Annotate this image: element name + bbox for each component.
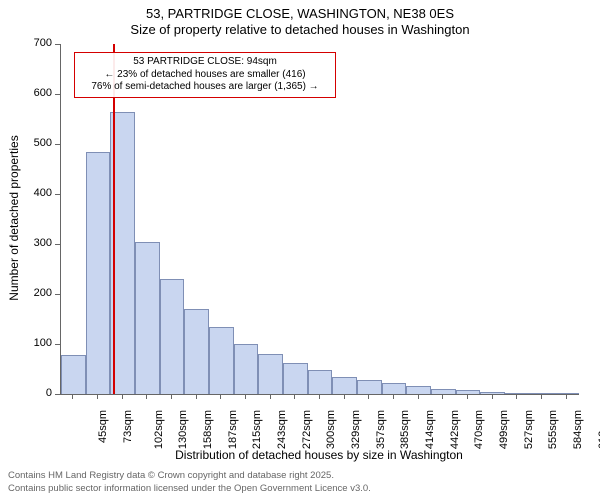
y-tick-label: 600 [22,87,52,99]
annotation-line-1: 53 PARTRIDGE CLOSE: 94sqm [81,56,329,69]
histogram-bar [357,380,382,394]
x-tick-mark [245,394,246,399]
x-tick-mark [294,394,295,399]
x-tick-mark [418,394,419,399]
x-tick-mark [442,394,443,399]
x-tick-label: 243sqm [276,410,288,449]
x-tick-label: 357sqm [375,410,387,449]
histogram-bar [86,152,111,395]
y-tick-mark [55,244,60,245]
y-tick-label: 300 [22,237,52,249]
x-tick-mark [270,394,271,399]
x-tick-label: 555sqm [547,410,559,449]
footer-line-2: Contains public sector information licen… [8,483,371,494]
chart-container: 53, PARTRIDGE CLOSE, WASHINGTON, NE38 0E… [0,0,600,500]
y-tick-label: 700 [22,37,52,49]
x-tick-mark [393,394,394,399]
histogram-bar [406,386,431,394]
y-tick-mark [55,394,60,395]
x-tick-label: 329sqm [350,410,362,449]
x-tick-label: 442sqm [449,410,461,449]
histogram-bar [61,355,86,394]
x-tick-label: 584sqm [572,410,584,449]
x-tick-label: 187sqm [227,410,239,449]
histogram-bar [209,327,234,395]
y-tick-label: 500 [22,137,52,149]
x-tick-label: 215sqm [251,410,263,449]
annotation-box: 53 PARTRIDGE CLOSE: 94sqm ← 23% of detac… [74,52,336,98]
y-tick-mark [55,294,60,295]
x-tick-label: 73sqm [122,410,134,443]
x-tick-label: 130sqm [177,410,189,449]
x-tick-mark [368,394,369,399]
x-tick-mark [97,394,98,399]
y-axis-label: Number of detached properties [7,118,21,318]
y-tick-mark [55,144,60,145]
histogram-bar [184,309,209,394]
x-tick-mark [467,394,468,399]
histogram-bar [160,279,185,394]
x-tick-mark [220,394,221,399]
histogram-bar [135,242,160,395]
footer-line-1: Contains HM Land Registry data © Crown c… [8,470,334,481]
histogram-bar [308,370,333,394]
x-tick-mark [541,394,542,399]
x-tick-mark [146,394,147,399]
histogram-bar [234,344,259,394]
chart-title-line1: 53, PARTRIDGE CLOSE, WASHINGTON, NE38 0E… [0,6,600,21]
x-tick-mark [566,394,567,399]
annotation-line-2: ← 23% of detached houses are smaller (41… [81,69,329,82]
histogram-bar [332,377,357,395]
x-tick-mark [122,394,123,399]
y-tick-mark [55,44,60,45]
x-tick-label: 385sqm [399,410,411,449]
y-tick-label: 200 [22,287,52,299]
y-tick-label: 400 [22,187,52,199]
x-tick-mark [171,394,172,399]
histogram-bar [283,363,308,394]
x-tick-mark [319,394,320,399]
x-tick-label: 300sqm [325,410,337,449]
histogram-bar [258,354,283,394]
y-tick-mark [55,194,60,195]
x-tick-label: 45sqm [97,410,109,443]
x-tick-label: 158sqm [202,410,214,449]
histogram-bar [382,383,407,394]
annotation-line-3: 76% of semi-detached houses are larger (… [81,81,329,94]
x-tick-label: 272sqm [301,410,313,449]
histogram-bar [480,392,505,395]
x-tick-mark [196,394,197,399]
histogram-bar [431,389,456,394]
x-tick-label: 527sqm [523,410,535,449]
y-tick-mark [55,94,60,95]
x-tick-mark [72,394,73,399]
y-tick-mark [55,344,60,345]
histogram-bar [554,393,579,394]
x-axis-label: Distribution of detached houses by size … [60,448,578,462]
y-tick-label: 0 [22,387,52,399]
x-tick-mark [492,394,493,399]
x-tick-label: 499sqm [498,410,510,449]
x-tick-mark [516,394,517,399]
histogram-bar [505,393,530,395]
x-tick-label: 470sqm [473,410,485,449]
x-tick-label: 414sqm [424,410,436,449]
x-tick-label: 102sqm [153,410,165,449]
x-tick-mark [344,394,345,399]
y-tick-label: 100 [22,337,52,349]
chart-title-line2: Size of property relative to detached ho… [0,22,600,37]
